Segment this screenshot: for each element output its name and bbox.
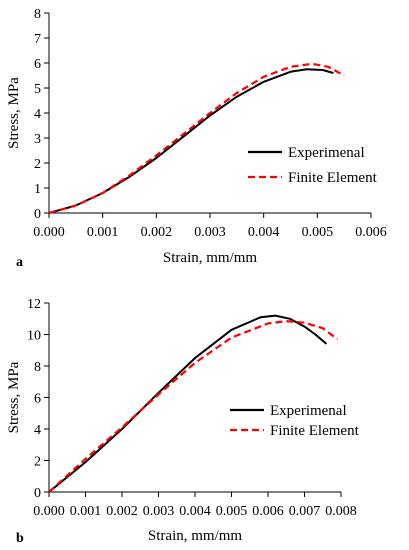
x-tick-label: 0.006 (355, 225, 387, 240)
legend-entry: Experimenal (270, 403, 347, 419)
y-tick-label: 12 (27, 297, 41, 312)
x-tick-label: 0.003 (143, 504, 175, 519)
y-tick-label: 4 (34, 423, 41, 438)
x-tick-label: 0.004 (179, 504, 211, 519)
chart-b: 0.000 0.001 0.002 0.003 0.004 0.005 0.006 0.007… (6, 297, 360, 546)
y-tick-label: 6 (34, 392, 41, 407)
x-tick-label: 0.005 (216, 504, 248, 519)
x-tick-label: 0.002 (141, 225, 173, 240)
y-tick-label: 3 (34, 132, 41, 147)
series-line-finite-element (48, 320, 339, 493)
x-tick-label: 0.000 (33, 504, 65, 519)
series-line-experimenal (48, 314, 328, 493)
legend-entry: Finite Element (270, 423, 360, 439)
x-tick-label: 0.008 (325, 504, 357, 519)
y-axis-title: Stress, MPa (6, 361, 22, 433)
x-tick-label: 0.007 (289, 504, 321, 519)
x-axis-title: Strain, mm/mm (148, 528, 243, 544)
y-axis-title: Stress, MPa (6, 77, 22, 149)
x-tick-label: 0.004 (248, 225, 280, 240)
legend-entry: Experimenal (288, 145, 365, 161)
series-line-finite-element (48, 62, 345, 215)
y-tick-label: 0 (34, 207, 41, 222)
x-tick-label: 0.005 (302, 225, 334, 240)
x-tick-label: 0.001 (70, 504, 102, 519)
y-tick-label: 4 (34, 107, 41, 122)
y-tick-label: 6 (34, 57, 41, 72)
x-tick-label: 0.006 (252, 504, 284, 519)
chart-a: 0.000 0.001 0.002 0.003 0.004 0.005 0.006 0 1 2 3 4… (6, 7, 387, 270)
x-tick-label: 0.002 (106, 504, 138, 519)
legend-entry: Finite Element (288, 170, 378, 186)
panel-label: a (16, 255, 23, 270)
y-tick-label: 8 (34, 7, 41, 22)
y-tick-label: 10 (27, 329, 41, 344)
panel-label: b (16, 531, 24, 546)
x-tick-label: 0.001 (87, 225, 119, 240)
x-tick-label: 0.003 (194, 225, 226, 240)
y-tick-label: 8 (34, 360, 41, 375)
y-tick-label: 1 (34, 182, 41, 197)
x-axis-title: Strain, mm/mm (163, 250, 258, 266)
y-tick-label: 2 (34, 455, 41, 470)
y-tick-label: 0 (34, 486, 41, 501)
y-tick-label: 2 (34, 157, 41, 172)
y-tick-label: 7 (34, 32, 41, 47)
x-tick-label: 0.000 (33, 225, 65, 240)
y-tick-label: 5 (34, 82, 41, 97)
